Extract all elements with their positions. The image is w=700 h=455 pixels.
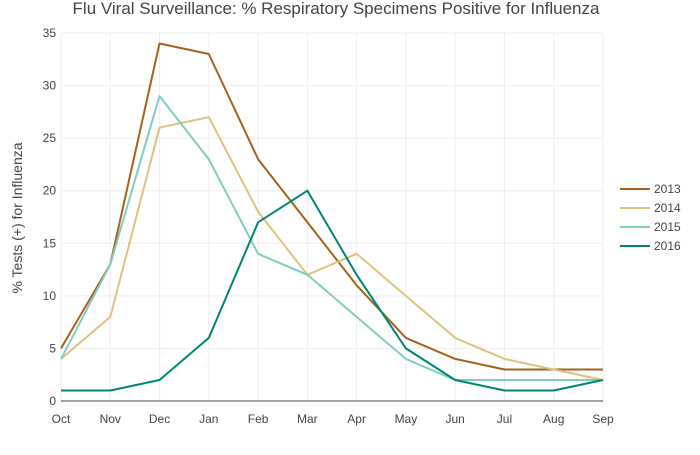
series-line-2015[interactable] [60,95,603,381]
series-line-2016[interactable] [61,189,604,392]
legend-item-2013[interactable]: 2013 [620,182,681,196]
series-line-2014[interactable] [60,116,604,381]
chart-title: Flu Viral Surveillance: % Respiratory Sp… [73,0,600,18]
series-lines [60,42,604,392]
x-tick-label: Jul [497,412,512,426]
x-tick-label: Feb [248,412,269,426]
legend-label: 2013 [654,182,681,196]
legend-label: 2016 [654,239,681,253]
y-axis-label: % Tests (+) for Influenza [9,142,25,293]
y-tick-label: 35 [43,26,57,40]
x-tick-label: Oct [52,412,71,426]
x-tick-label: Dec [149,412,170,426]
y-tick-label: 20 [43,184,57,198]
y-tick-label: 0 [49,394,56,408]
gridlines [60,32,604,401]
legend-label: 2015 [654,220,681,234]
legend-item-2015[interactable]: 2015 [620,220,681,234]
x-tick-label: Aug [543,412,564,426]
y-tick-label: 25 [43,131,57,145]
x-tick-label: Jan [199,412,218,426]
y-tick-label: 30 [43,79,57,93]
legend-item-2014[interactable]: 2014 [620,201,681,215]
y-tick-label: 15 [43,236,57,250]
x-tick-label: Nov [100,412,121,426]
x-tick-label: Jun [446,412,465,426]
x-tick-label: Mar [297,412,318,426]
legend-item-2016[interactable]: 2016 [620,239,681,253]
x-tick-label: Apr [347,412,366,426]
x-tick-label: May [395,412,418,426]
y-tick-label: 5 [49,341,56,355]
legend-label: 2014 [654,201,681,215]
axes: 0 5 10 15 20 25 30 35 Oct Nov Dec Jan Feb Mar Apr May Ju… [43,26,614,426]
x-tick-label: Sep [592,412,614,426]
series-line-2013[interactable] [60,42,603,371]
legend[interactable]: 2013 2014 2015 2016 [620,182,681,253]
y-tick-label: 10 [43,289,57,303]
